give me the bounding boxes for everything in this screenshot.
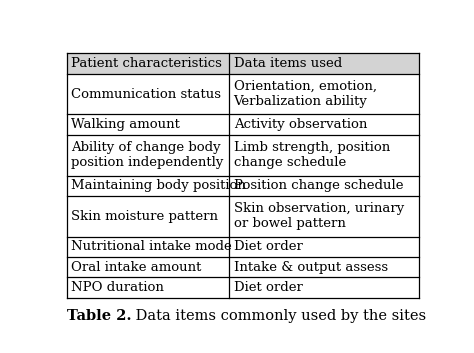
- Text: Skin moisture pattern: Skin moisture pattern: [72, 210, 219, 223]
- Bar: [66, 257, 229, 277]
- Bar: [66, 53, 229, 74]
- Bar: [66, 277, 229, 298]
- Text: Walking amount: Walking amount: [72, 118, 180, 131]
- Text: Orientation, emotion,
Verbalization ability: Orientation, emotion, Verbalization abil…: [234, 80, 377, 108]
- Text: Diet order: Diet order: [234, 281, 302, 294]
- Text: Activity observation: Activity observation: [234, 118, 367, 131]
- Bar: [66, 114, 229, 135]
- Bar: [66, 237, 229, 257]
- Text: Communication status: Communication status: [72, 88, 221, 101]
- Text: Data items used: Data items used: [234, 57, 342, 70]
- Text: Table 2.: Table 2.: [66, 309, 131, 323]
- Text: NPO duration: NPO duration: [72, 281, 164, 294]
- Text: Ability of change body
position independently: Ability of change body position independ…: [72, 141, 224, 169]
- Text: Limb strength, position
change schedule: Limb strength, position change schedule: [234, 141, 390, 169]
- Bar: [229, 53, 419, 74]
- Bar: [229, 114, 419, 135]
- Bar: [229, 175, 419, 196]
- Text: Patient characteristics: Patient characteristics: [72, 57, 222, 70]
- Bar: [229, 257, 419, 277]
- Text: Intake & output assess: Intake & output assess: [234, 261, 388, 274]
- Bar: [66, 175, 229, 196]
- Text: Maintaining body position: Maintaining body position: [72, 179, 246, 192]
- Text: Data items commonly used by the sites: Data items commonly used by the sites: [131, 309, 426, 323]
- Text: Oral intake amount: Oral intake amount: [72, 261, 202, 274]
- Text: Position change schedule: Position change schedule: [234, 179, 403, 192]
- Text: Skin observation, urinary
or bowel pattern: Skin observation, urinary or bowel patte…: [234, 202, 404, 230]
- Bar: [229, 237, 419, 257]
- Text: Nutritional intake mode: Nutritional intake mode: [72, 240, 232, 253]
- Text: Diet order: Diet order: [234, 240, 302, 253]
- Bar: [229, 277, 419, 298]
